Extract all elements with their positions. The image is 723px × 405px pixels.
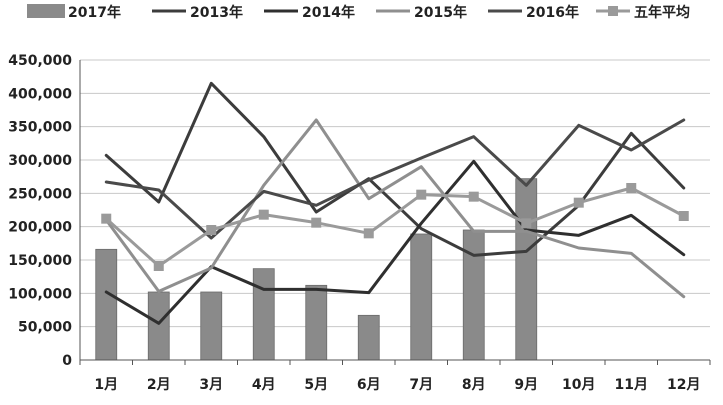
bar (95, 248, 118, 361)
x-tick-label: 10月 (562, 377, 595, 393)
y-axis: 0 50,000 100,000 150,000 200,000 250,000 300,0… (8, 53, 81, 369)
y-tick-label: 450,000 (8, 53, 72, 69)
legend-label-2014: 2014年 (302, 4, 355, 21)
x-tick-label: 9月 (514, 377, 538, 393)
bar (357, 314, 380, 361)
x-tick-label: 12月 (667, 377, 700, 393)
point-marker (363, 228, 374, 239)
legend-swatch-2017 (27, 4, 65, 18)
y-tick-label: 400,000 (8, 86, 72, 102)
x-tick-label: 4月 (252, 377, 276, 393)
y-tick-label: 150,000 (8, 253, 72, 269)
legend-label-2015: 2015年 (414, 4, 467, 21)
point-marker (206, 225, 217, 235)
x-axis: 1月 2月 3月 4月 5月 6月 7月 8月 9月 10月 11月 12月 (79, 359, 711, 393)
grid (80, 59, 710, 361)
bar (410, 233, 433, 361)
series-line-1 (104, 159, 686, 325)
legend-marker-avg (608, 6, 618, 16)
y-tick-label: 350,000 (8, 120, 72, 136)
bar (305, 284, 328, 361)
y-tick-label: 250,000 (8, 186, 72, 202)
legend: 2017年 2013年 2014年 2015年 2016年 五年平均 (27, 4, 690, 21)
y-tick-label: 200,000 (8, 220, 72, 236)
series-line-2 (104, 118, 686, 299)
x-tick-label: 2月 (147, 377, 171, 393)
point-marker (311, 217, 322, 228)
point-marker (573, 197, 584, 208)
legend-label-avg: 五年平均 (634, 4, 690, 21)
point-marker (521, 218, 532, 229)
legend-label-2016: 2016年 (526, 4, 579, 21)
point-marker (468, 191, 479, 202)
bar (147, 291, 170, 361)
legend-label-2017: 2017年 (68, 4, 121, 21)
legend-label-2013: 2013年 (190, 4, 243, 21)
point-marker (153, 261, 164, 271)
y-tick-label: 100,000 (8, 286, 72, 302)
series-line-4 (104, 186, 686, 268)
x-tick-label: 11月 (615, 377, 648, 393)
x-tick-label: 8月 (462, 377, 486, 393)
point-marker (416, 189, 427, 200)
line-series (101, 81, 689, 325)
point-marker (626, 183, 637, 193)
bar (200, 291, 223, 361)
bar (515, 178, 538, 361)
bar (252, 268, 275, 361)
series-line-0 (104, 81, 686, 257)
y-tick-label: 0 (62, 353, 72, 369)
point-marker (678, 211, 689, 221)
x-tick-label: 1月 (94, 377, 118, 393)
point-marker (258, 209, 269, 220)
x-tick-label: 6月 (357, 377, 381, 393)
x-tick-label: 7月 (409, 377, 433, 393)
y-tick-label: 300,000 (8, 153, 72, 169)
y-tick-label: 50,000 (18, 320, 72, 336)
series-line-3 (104, 118, 686, 240)
point-marker (101, 213, 112, 224)
bar (462, 229, 485, 361)
x-tick-label: 5月 (304, 377, 328, 393)
x-tick-label: 3月 (199, 377, 223, 393)
bar-series-2017 (95, 178, 538, 361)
